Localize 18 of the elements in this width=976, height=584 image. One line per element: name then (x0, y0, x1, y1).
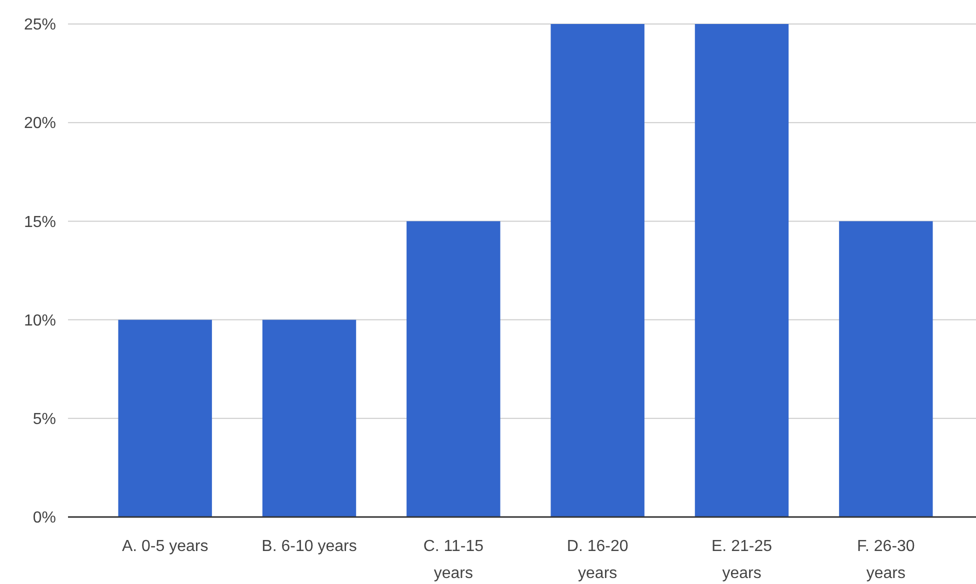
bar (262, 320, 356, 517)
bar (550, 24, 644, 517)
y-tick-label: 15% (24, 214, 56, 231)
y-tick-label: 0% (32, 510, 56, 527)
x-tick-label: F. 26-30 years (857, 538, 915, 582)
x-tick-label: E. 21-25 years (712, 538, 772, 582)
bar (118, 320, 212, 517)
x-tick-label: A. 0-5 years (122, 538, 208, 555)
bar (694, 24, 789, 517)
x-tick-label: B. 6-10 years (262, 538, 357, 555)
y-tick-label: 10% (24, 312, 56, 330)
y-tick-label: 25% (24, 16, 56, 34)
x-tick-label: D. 16-20 years (566, 538, 628, 582)
y-tick-label: 5% (32, 411, 56, 428)
y-tick-label: 20% (24, 115, 56, 132)
bar (839, 221, 933, 517)
bar (406, 221, 500, 517)
x-tick-label: C. 11-15 years (423, 538, 484, 582)
